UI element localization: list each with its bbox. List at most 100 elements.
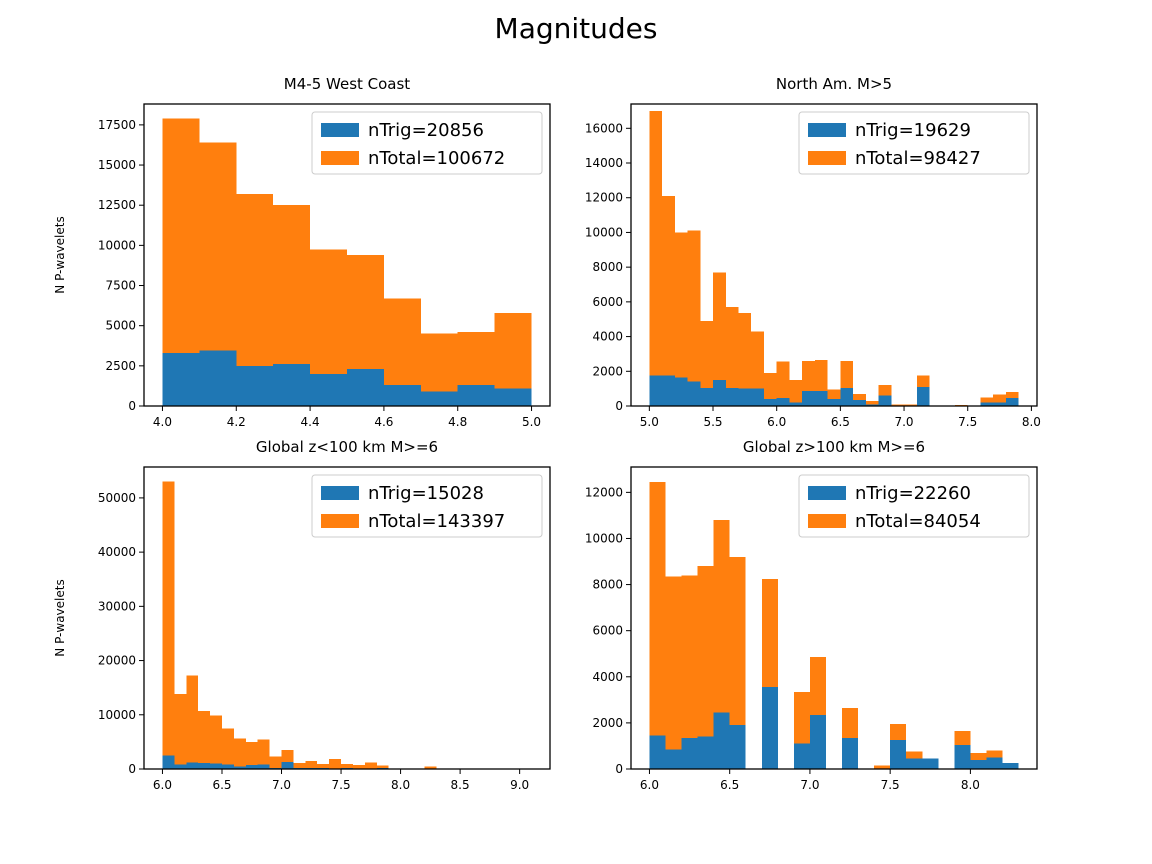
- series-trig: [162, 350, 532, 406]
- x-tick-label: 5.0: [640, 415, 659, 429]
- y-tick-label: 0: [128, 399, 136, 413]
- histogram-bar: [383, 385, 421, 406]
- y-tick-label: 40000: [98, 545, 136, 559]
- x-tick-label: 8.5: [451, 778, 470, 792]
- y-tick-label: 15000: [98, 158, 136, 172]
- y-tick-label: 8000: [592, 578, 623, 592]
- chart-panel-4: 6.0 6.5 7.0 7.5 8.0 0 2000 4000 6000 8000 10000 120…: [585, 438, 1038, 792]
- histogram-bar: [494, 388, 532, 406]
- histogram-bar: [713, 712, 730, 769]
- x-tick-label: 4.4: [301, 415, 320, 429]
- histogram-bar: [662, 375, 675, 406]
- y-tick-label: 10000: [98, 238, 136, 252]
- y-tick-label: 5000: [105, 319, 136, 333]
- histogram-bar: [776, 361, 790, 406]
- histogram-bar: [681, 737, 698, 769]
- histogram-bar: [713, 272, 726, 406]
- histogram-bar: [186, 762, 199, 769]
- histogram-bar: [293, 763, 306, 769]
- histogram-bar: [352, 765, 365, 769]
- histogram-bar: [649, 735, 666, 769]
- histogram-bar: [809, 714, 826, 769]
- histogram-bar: [697, 566, 714, 769]
- legend-entry-trig: nTrig=19629: [855, 120, 971, 141]
- histogram-bar: [457, 385, 495, 406]
- histogram-bar: [665, 576, 682, 769]
- histogram-bar: [865, 404, 879, 406]
- legend-swatch-trig: [808, 486, 846, 500]
- histogram-bar: [1002, 763, 1019, 769]
- histogram-bar: [980, 397, 994, 406]
- histogram-bar: [729, 556, 746, 769]
- histogram-bar: [186, 675, 199, 769]
- histogram-bar: [649, 375, 663, 406]
- histogram-bar: [802, 391, 815, 406]
- histogram-bar: [906, 758, 923, 769]
- x-tick-label: 7.5: [958, 415, 977, 429]
- histogram-bar: [162, 352, 200, 406]
- histogram-bar: [174, 764, 187, 769]
- y-tick-label: 10000: [585, 531, 623, 545]
- x-tick-label: 7.5: [332, 778, 351, 792]
- histogram-bar: [738, 313, 752, 406]
- histogram-bar: [424, 766, 437, 769]
- legend-entry-trig: nTrig=22260: [855, 483, 971, 504]
- y-tick-label: 50000: [98, 491, 136, 505]
- y-tick-label: 30000: [98, 599, 136, 613]
- chart-panel-1: 4.0 4.2 4.4 4.6 4.8 5.0 0 2500 5000 7500 10000 1250…: [53, 75, 551, 429]
- series-trig: [649, 375, 1019, 406]
- histogram-bar: [954, 744, 971, 769]
- legend-entry-trig: nTrig=15028: [368, 483, 484, 504]
- histogram-bar: [305, 760, 318, 769]
- x-tick-label: 8.0: [961, 778, 980, 792]
- histogram-bar: [763, 373, 777, 406]
- histogram-bar: [649, 110, 663, 406]
- legend-swatch-trig: [321, 123, 359, 137]
- y-tick-label: 4000: [592, 330, 623, 344]
- histogram-bar: [970, 759, 987, 769]
- legend-swatch-total: [321, 151, 359, 165]
- y-tick-label: 20000: [98, 654, 136, 668]
- legend-entry-trig: nTrig=20856: [368, 120, 484, 141]
- chart-title: Global z<100 km M>=6: [256, 438, 438, 456]
- histogram-bar: [738, 388, 752, 406]
- legend-box: [311, 474, 543, 538]
- histogram-bar: [257, 739, 270, 769]
- histogram-bar: [840, 387, 854, 406]
- histogram-bar: [317, 764, 330, 769]
- x-tick-label: 6.5: [720, 778, 739, 792]
- legend-box: [798, 474, 1030, 538]
- histogram-bar: [725, 387, 739, 406]
- y-tick-label: 7500: [105, 279, 136, 293]
- histogram-bar: [269, 756, 282, 769]
- histogram-bar: [210, 715, 222, 769]
- histogram-bar: [993, 394, 1006, 406]
- histogram-bar: [221, 728, 234, 769]
- legend-entry-total: nTotal=143397: [368, 511, 505, 532]
- y-tick-label: 6000: [592, 624, 623, 638]
- histogram-bar: [874, 765, 891, 769]
- histogram-bar: [725, 307, 739, 406]
- y-tick-label: 14000: [585, 156, 623, 170]
- histogram-bar: [697, 736, 714, 769]
- histogram-bar: [199, 350, 237, 406]
- legend-swatch-trig: [321, 486, 359, 500]
- histogram-bar: [198, 710, 211, 769]
- histogram-bar: [341, 764, 353, 769]
- histogram-bar: [245, 765, 258, 769]
- x-tick-label: 6.0: [153, 778, 172, 792]
- x-tick-label: 4.6: [374, 415, 393, 429]
- legend-swatch-total: [808, 514, 846, 528]
- x-tick-label: 5.0: [522, 415, 541, 429]
- legend-swatch-trig: [808, 123, 846, 137]
- histogram-bar: [865, 400, 879, 406]
- figure-title: Magnitudes: [494, 12, 658, 45]
- histogram-bar: [761, 687, 778, 769]
- y-tick-label: 2000: [592, 364, 623, 378]
- x-tick-label: 7.0: [800, 778, 819, 792]
- histogram-bar: [916, 386, 930, 406]
- chart-title: Global z>100 km M>=6: [743, 438, 925, 456]
- histogram-bar: [233, 738, 246, 769]
- chart-panel-2: 5.0 5.5 6.0 6.5 7.0 7.5 8.0 0 2000 4000 6000 8000 10…: [585, 75, 1041, 429]
